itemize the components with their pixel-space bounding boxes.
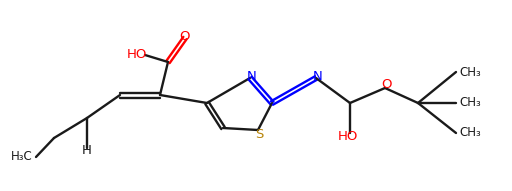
Text: O: O xyxy=(381,78,391,91)
Text: HO: HO xyxy=(338,130,358,143)
Text: N: N xyxy=(247,70,257,83)
Text: H: H xyxy=(82,143,92,156)
Text: N: N xyxy=(313,70,323,83)
Text: H₃C: H₃C xyxy=(11,151,33,163)
Text: S: S xyxy=(255,128,263,141)
Text: CH₃: CH₃ xyxy=(459,96,481,109)
Text: CH₃: CH₃ xyxy=(459,126,481,139)
Text: HO: HO xyxy=(127,49,147,62)
Text: O: O xyxy=(180,29,190,43)
Text: CH₃: CH₃ xyxy=(459,66,481,79)
